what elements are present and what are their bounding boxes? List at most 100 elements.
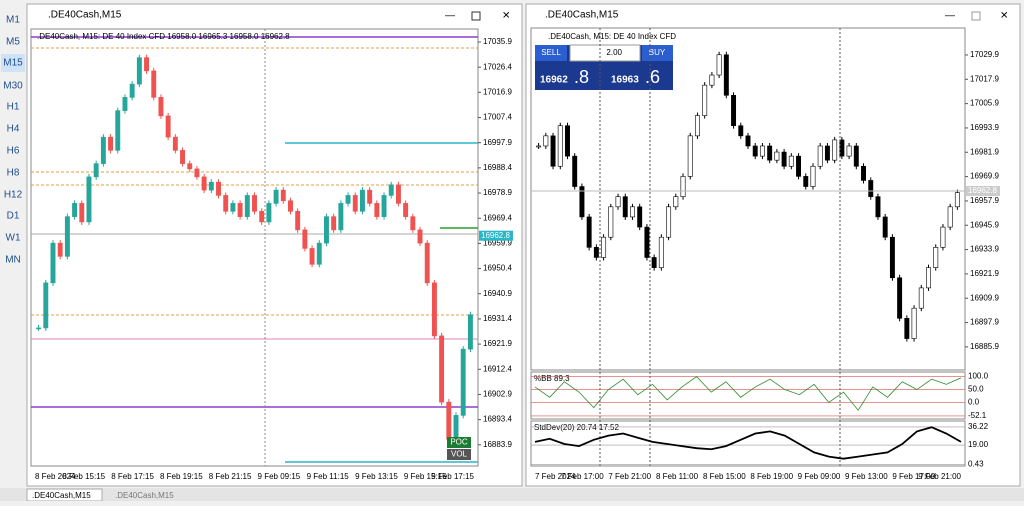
y-tick-label: 16931.4 xyxy=(483,314,512,323)
minimize[interactable]: — xyxy=(945,11,955,22)
candle xyxy=(50,242,56,284)
ask-main[interactable]: 16963 xyxy=(611,75,639,86)
y-tick-label: 16883.9 xyxy=(483,440,512,449)
bid-main[interactable]: 16962 xyxy=(540,75,568,86)
candle xyxy=(288,200,293,212)
y-tick-label: 16969.4 xyxy=(483,213,512,222)
indicator-button[interactable] xyxy=(447,449,471,460)
timeframe-button[interactable]: H6 xyxy=(7,146,20,157)
candle xyxy=(745,135,751,147)
candle xyxy=(868,180,874,197)
candle xyxy=(572,155,578,187)
close[interactable]: ✕ xyxy=(1000,11,1008,22)
timeframe-button[interactable]: H8 xyxy=(7,168,20,179)
candle xyxy=(403,203,409,217)
tab-label[interactable]: .DE40Cash,M15 xyxy=(32,491,91,500)
candle xyxy=(158,97,164,117)
x-tick-label: 7 Feb 17:00 xyxy=(561,472,604,481)
y-tick-label: 16969.9 xyxy=(970,172,999,181)
x-tick-label: 7 Feb 21:00 xyxy=(608,472,651,481)
window-title: .DE40Cash,M15 xyxy=(545,10,619,21)
x-tick-label: 8 Feb 17:15 xyxy=(111,472,154,481)
y-tick-label: 17016.9 xyxy=(483,87,512,96)
candle xyxy=(467,314,473,350)
candle xyxy=(810,165,816,187)
sell-label[interactable]: SELL xyxy=(541,48,561,57)
candle xyxy=(723,54,729,96)
candle xyxy=(579,186,585,218)
tab-label[interactable]: .DE40Cash,M15 xyxy=(115,491,174,500)
lot-value[interactable]: 2.00 xyxy=(606,48,622,57)
timeframe-button[interactable]: M1 xyxy=(6,15,20,26)
maximize[interactable] xyxy=(971,11,981,21)
y-tick-label: 16893.4 xyxy=(483,415,512,424)
y-tick-label: 17017.9 xyxy=(970,74,999,83)
candle xyxy=(309,248,315,265)
x-tick-label: 9 Feb 11:15 xyxy=(307,472,350,481)
candle xyxy=(331,216,337,231)
y-tick-label: 16902.9 xyxy=(483,390,512,399)
timeframe-button[interactable]: H12 xyxy=(4,190,23,201)
y-tick-label: 50.0 xyxy=(968,385,984,394)
timeframe-button[interactable]: D1 xyxy=(7,211,20,222)
candle xyxy=(637,206,643,228)
candle xyxy=(947,206,953,228)
x-tick-label: 8 Feb 15:00 xyxy=(703,472,746,481)
candle xyxy=(716,54,722,76)
candle xyxy=(543,135,549,147)
candle xyxy=(230,203,236,212)
x-tick-label: 8 Feb 19:15 xyxy=(160,472,203,481)
candle xyxy=(897,277,903,319)
indicator-button[interactable] xyxy=(447,437,471,448)
timeframe-button[interactable]: W1 xyxy=(6,233,21,244)
candle xyxy=(172,136,178,151)
timeframe-button[interactable]: M15 xyxy=(3,58,23,69)
y-tick-label: 36.22 xyxy=(968,422,989,431)
indicator-button-label[interactable]: POC xyxy=(450,438,468,447)
maximize[interactable] xyxy=(471,11,481,21)
timeframe-button[interactable]: M5 xyxy=(6,37,20,48)
price-label-bg xyxy=(966,185,1000,196)
candle xyxy=(194,168,200,178)
candle xyxy=(136,57,142,85)
candle xyxy=(302,229,308,249)
candle xyxy=(273,189,279,204)
lot-input[interactable] xyxy=(569,44,641,62)
timeframe-button[interactable]: H1 xyxy=(7,102,20,113)
indicator-button-label[interactable]: VOL xyxy=(451,450,468,459)
timeframe-button[interactable]: H4 xyxy=(7,124,20,135)
left-plot xyxy=(30,28,479,467)
candle xyxy=(803,176,809,187)
y-tick-label: 16921.9 xyxy=(970,269,999,278)
candle xyxy=(630,206,635,218)
candle xyxy=(201,176,207,191)
candle xyxy=(557,125,563,167)
indicator-label: %BB 89.3 xyxy=(534,374,570,383)
y-tick-label: 16945.9 xyxy=(970,220,999,229)
sell-button[interactable] xyxy=(535,45,567,61)
candle xyxy=(43,282,49,329)
price-label: 16962.8 xyxy=(481,231,510,240)
ask-frac[interactable]: .6 xyxy=(645,67,660,87)
close[interactable]: ✕ xyxy=(502,11,510,22)
timeframe-button[interactable]: MN xyxy=(5,255,21,266)
candle xyxy=(316,242,322,265)
candle xyxy=(586,216,592,248)
candle xyxy=(439,335,445,403)
bid-frac[interactable]: .8 xyxy=(574,67,589,87)
candle xyxy=(550,135,556,167)
x-tick-label: 8 Feb 19:00 xyxy=(750,472,793,481)
minimize[interactable]: — xyxy=(445,11,455,22)
candle xyxy=(367,189,373,204)
y-tick-label: 17005.9 xyxy=(970,99,999,108)
sidebar-selected xyxy=(1,54,25,72)
candle xyxy=(410,216,416,231)
candle xyxy=(904,318,910,339)
timeframe-button[interactable]: M30 xyxy=(3,81,23,92)
candle xyxy=(738,125,744,137)
chart-header: .DE40Cash, M15: DE 40 Index CFD xyxy=(548,32,676,41)
stddev-plot xyxy=(530,420,966,467)
buy-label[interactable]: BUY xyxy=(649,48,666,57)
candle xyxy=(223,195,229,212)
candle xyxy=(144,57,150,72)
